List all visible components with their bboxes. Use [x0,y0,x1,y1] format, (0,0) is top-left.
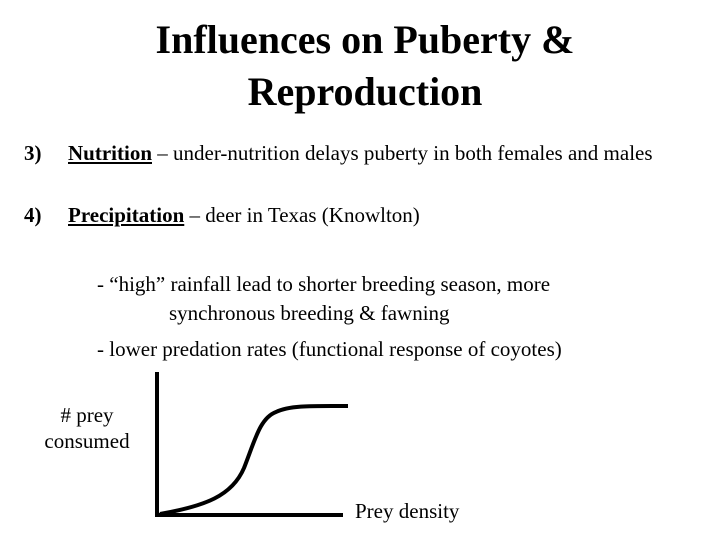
y-axis-label-line-1: # prey [60,403,114,427]
x-axis-label: Prey density [355,499,460,523]
y-axis-label: # prey consumed [20,402,154,454]
subpoint-rainfall: - “high” rainfall lead to shorter breedi… [97,272,551,296]
slide-title: Influences on Puberty & Reproduction [0,14,720,118]
list-number: 3) [24,141,42,165]
y-axis-label-line-2: consumed [44,429,130,453]
list-text: Nutrition – under-nutrition delays puber… [68,140,698,166]
precipitation-description: – deer in Texas (Knowlton) [184,203,420,227]
subpoint-predation: - lower predation rates (functional resp… [97,337,562,361]
sigmoid-curve [159,403,349,516]
list-text: Precipitation – deer in Texas (Knowlton) [68,202,698,228]
list-number: 4) [24,203,42,227]
nutrition-description: – under-nutrition delays puberty in both… [152,141,653,165]
term-nutrition: Nutrition [68,141,152,165]
slide-title-line-1: Influences on Puberty & [155,17,575,62]
subpoint-rainfall-continued: synchronous breeding & fawning [169,301,450,325]
term-precipitation: Precipitation [68,203,185,227]
slide-title-line-2: Reproduction [247,69,483,114]
